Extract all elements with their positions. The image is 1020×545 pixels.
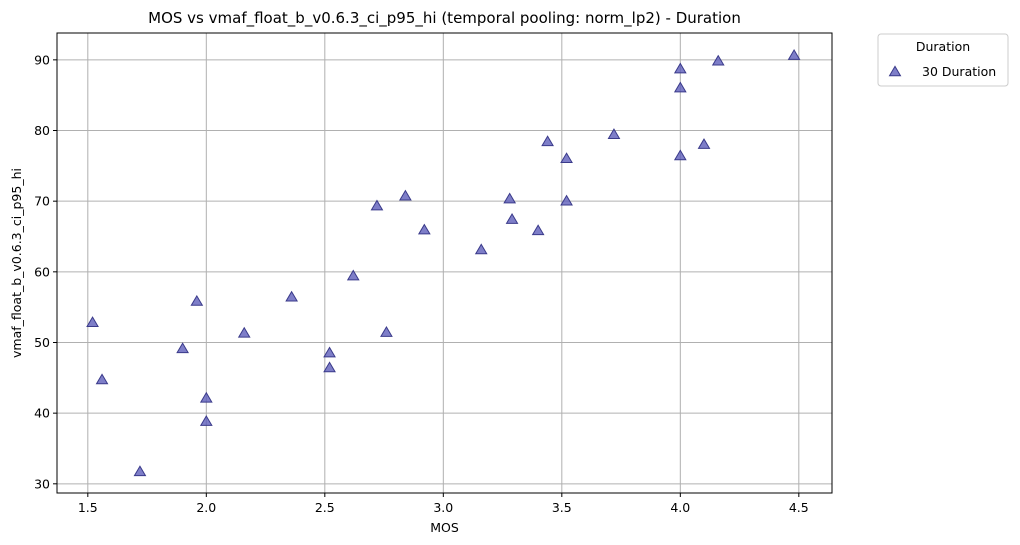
data-point-triangle bbox=[531, 224, 545, 236]
data-point-triangle bbox=[399, 189, 412, 201]
y-tick-label: 60 bbox=[34, 264, 50, 279]
data-point-triangle bbox=[673, 149, 687, 161]
data-point-triangle bbox=[323, 346, 336, 358]
x-tick-label: 2.5 bbox=[315, 500, 335, 515]
legend: Duration 30 Duration bbox=[877, 33, 1009, 87]
legend-entry-label: 30 Duration bbox=[922, 64, 996, 79]
axes-frame bbox=[56, 32, 833, 494]
y-tick-label: 50 bbox=[34, 335, 50, 350]
data-point-triangle bbox=[474, 243, 488, 255]
data-point-triangle bbox=[133, 465, 147, 477]
data-point-triangle bbox=[190, 294, 204, 306]
y-axis-ticks: 30 40 50 60 70 80 90 bbox=[34, 52, 57, 491]
y-tick-label: 90 bbox=[34, 52, 50, 67]
data-point-triangle bbox=[199, 415, 213, 426]
x-tick-label: 4.0 bbox=[670, 500, 690, 515]
data-point-triangle bbox=[176, 342, 189, 354]
x-tick-label: 3.0 bbox=[433, 500, 453, 515]
data-point-triangle bbox=[370, 199, 384, 211]
legend-box bbox=[877, 33, 1009, 87]
x-tick-label: 2.0 bbox=[196, 500, 216, 515]
x-tick-label: 1.5 bbox=[78, 500, 98, 515]
data-point-triangle bbox=[323, 361, 336, 373]
grid-lines bbox=[57, 33, 832, 493]
data-point-triangle bbox=[503, 192, 517, 204]
data-point-triangle bbox=[607, 128, 621, 140]
y-axis-label: vmaf_float_b_v0.6.3_ci_p95_hi bbox=[9, 168, 24, 358]
chart-title: MOS vs vmaf_float_b_v0.6.3_ci_p95_hi (te… bbox=[148, 9, 741, 28]
legend-marker-triangle bbox=[888, 65, 902, 77]
y-tick-label: 70 bbox=[34, 194, 50, 209]
data-point-triangle bbox=[787, 49, 801, 60]
axes-spines bbox=[56, 32, 833, 494]
data-point-triangle bbox=[560, 194, 573, 206]
x-axis-label: MOS bbox=[430, 520, 459, 535]
data-point-triangle bbox=[86, 316, 99, 327]
x-tick-label: 3.5 bbox=[552, 500, 572, 515]
data-point-triangle bbox=[380, 326, 393, 337]
data-point-triangle bbox=[673, 81, 687, 93]
data-point-triangle bbox=[711, 54, 725, 66]
x-axis-ticks: 1.5 2.0 2.5 3.0 3.5 4.0 4.5 bbox=[78, 493, 809, 515]
data-point-triangle bbox=[199, 391, 213, 403]
y-tick-label: 40 bbox=[34, 406, 50, 421]
y-tick-label: 30 bbox=[34, 476, 50, 491]
data-point-triangle bbox=[346, 269, 360, 281]
data-point-triangle bbox=[505, 212, 519, 224]
data-point-triangle bbox=[95, 373, 109, 385]
data-point-triangle bbox=[237, 326, 251, 338]
data-point-triangle bbox=[285, 290, 299, 302]
x-tick-label: 4.5 bbox=[789, 500, 809, 515]
data-point-triangle bbox=[697, 138, 711, 149]
data-point-triangle bbox=[560, 152, 573, 164]
data-point-triangle bbox=[417, 223, 431, 235]
legend-title: Duration bbox=[916, 39, 970, 54]
data-point-triangle bbox=[673, 62, 687, 74]
plot-area bbox=[57, 33, 832, 493]
y-tick-label: 80 bbox=[34, 123, 50, 138]
data-points bbox=[86, 49, 801, 477]
data-point-triangle bbox=[541, 135, 554, 147]
